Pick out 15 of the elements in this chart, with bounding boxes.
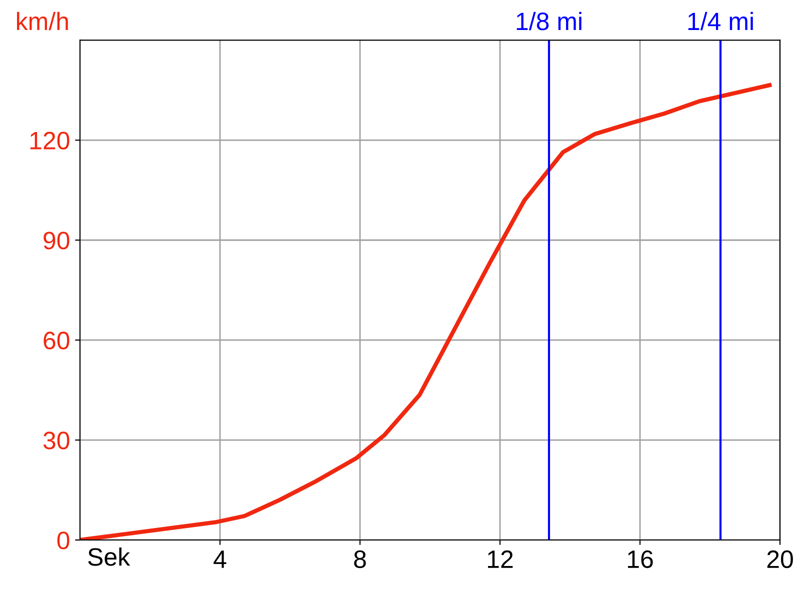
ref-line-label: 1/8 mi xyxy=(516,12,582,30)
x-tick-label: 16 xyxy=(628,550,653,568)
line-series xyxy=(80,83,772,540)
y-axis-title: km/h xyxy=(17,12,68,30)
y-tick-label: 60 xyxy=(44,332,70,350)
y-tick-label: 120 xyxy=(30,132,70,150)
y-tick-label: 0 xyxy=(57,532,70,550)
ref-line-label: 1/4 mi xyxy=(688,12,753,30)
x-tick-label: 20 xyxy=(767,550,793,568)
x-tick-label: 8 xyxy=(354,550,366,568)
x-tick-label: 12 xyxy=(488,550,513,568)
x-tick-label: 4 xyxy=(214,550,226,568)
y-tick-label: 30 xyxy=(43,432,70,450)
x-axis-title: Sek xyxy=(88,547,130,566)
y-tick-label: 90 xyxy=(44,232,70,250)
